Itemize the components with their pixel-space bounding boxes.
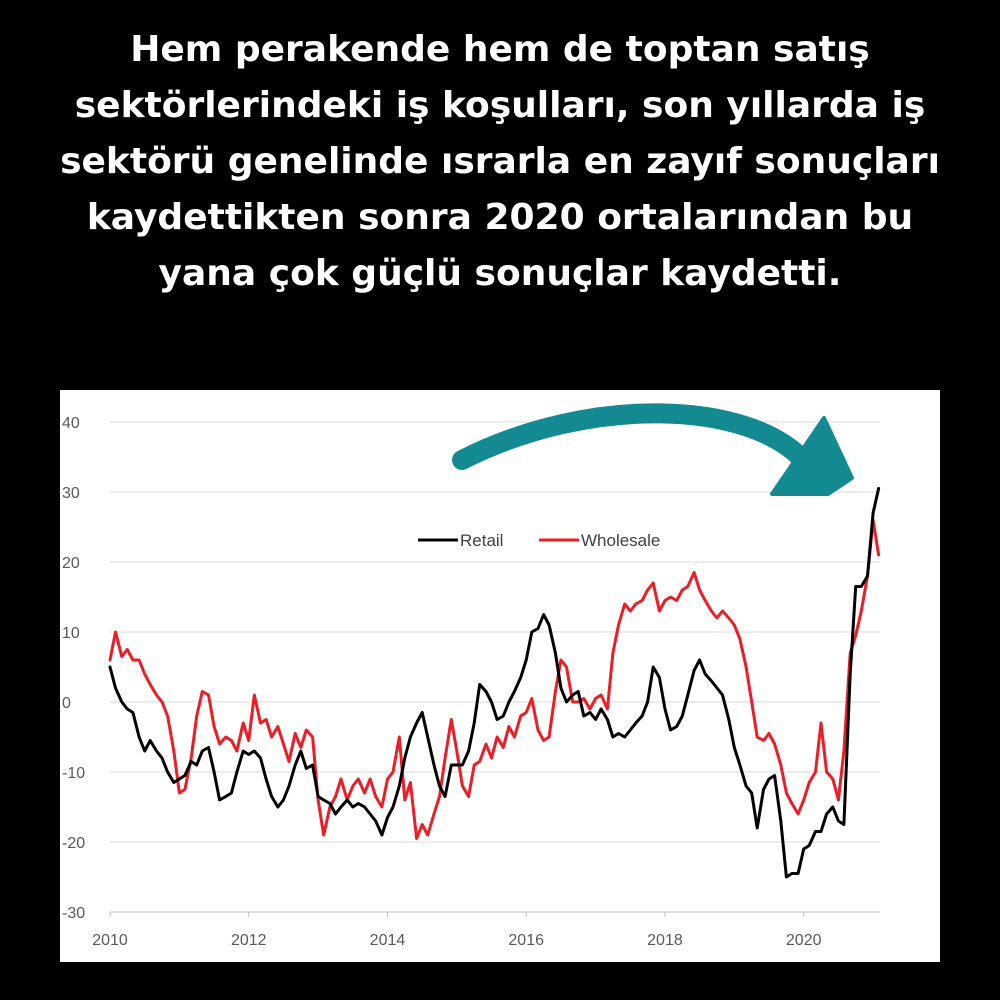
x-tick-label: 2014 <box>370 932 406 949</box>
headline-line: sektörlerindeki iş koşulları, son yıllar… <box>74 85 926 126</box>
series-lines <box>108 487 881 879</box>
headline-line: sektörü genelinde ısrarla en zayıf sonuç… <box>60 141 940 182</box>
series-line-retail <box>108 487 881 879</box>
x-tick-label: 2016 <box>508 932 544 949</box>
y-tick-label: 10 <box>62 625 80 642</box>
headline-line: kaydettikten sonra 2020 ortalarından bu <box>86 197 914 238</box>
x-tick-label: 2012 <box>231 932 267 949</box>
x-tick-label: 2018 <box>647 932 683 949</box>
y-tick-label: 20 <box>62 555 80 572</box>
x-tick-label: 2010 <box>92 932 128 949</box>
y-tick-label: -30 <box>62 905 85 922</box>
y-tick-label: -10 <box>62 765 85 782</box>
gridlines <box>110 421 880 913</box>
y-tick-label: -20 <box>62 835 85 852</box>
curved-arrow-icon <box>452 403 854 496</box>
y-tick-label: 30 <box>62 485 80 502</box>
legend-label-retail: Retail <box>460 531 503 550</box>
y-tick-label: 40 <box>62 415 80 432</box>
legend-label-wholesale: Wholesale <box>581 531 660 550</box>
series-line-wholesale <box>108 518 881 840</box>
arrow-head <box>770 416 854 496</box>
y-tick-label: 0 <box>62 695 71 712</box>
headline: Hem perakende hem de toptan satış sektör… <box>0 22 1000 302</box>
arrow-shaft <box>452 403 815 472</box>
headline-line: yana çok güçlü sonuçlar kaydetti. <box>158 253 842 294</box>
headline-line: Hem perakende hem de toptan satış <box>130 29 870 70</box>
chart-panel: 40 30 20 10 0 -10 -20 -30 2010 2012 2014 2016 2018 20… <box>60 390 940 962</box>
legend: Retail Wholesale <box>418 531 660 550</box>
x-tick-label: 2020 <box>786 932 822 949</box>
